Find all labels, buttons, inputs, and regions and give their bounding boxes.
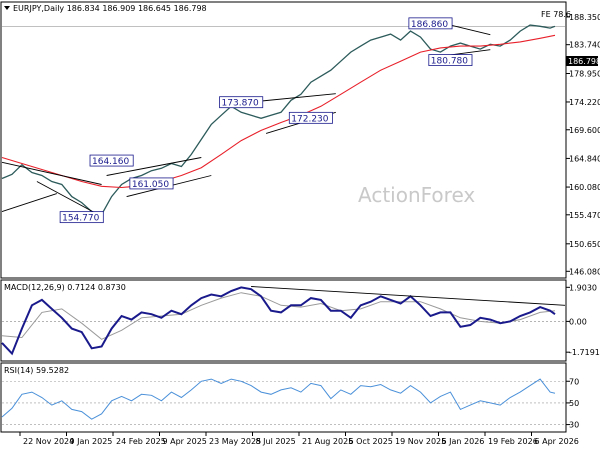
x-tick-label: 8 Jul 2025 (256, 437, 296, 446)
price-annotation-box (408, 17, 453, 30)
price-y-tick-label: 164.840 (569, 154, 600, 163)
macd-plot (1, 286, 566, 356)
price-annotation-box (428, 54, 473, 66)
x-tick-label: 9 Apr 2025 (163, 437, 207, 446)
x-tick-label: 6 Apr 2026 (535, 437, 579, 446)
watermark: ActionForex (358, 183, 475, 207)
x-tick-label: 19 Feb 2026 (488, 437, 538, 446)
price-y-axis: 188.350 183.740 178.950 174.220 169.600 164.8… (566, 13, 600, 276)
rsi-header: RSI(14) 59.5282 (4, 366, 69, 375)
x-tick-label: 22 Nov 2024 (23, 437, 74, 446)
price-annotation-box (59, 211, 104, 224)
x-tick-label: 6 Jan 2026 (442, 437, 485, 446)
price-annotation-box (288, 111, 333, 124)
macd-header: MACD(12,26,9) 0.7124 0.8730 (4, 283, 126, 292)
price-panel-frame (0, 1, 567, 279)
macd-y-tick-label: 0.00 (569, 317, 587, 326)
price-y-tick-label: 174.220 (569, 98, 600, 107)
price-plot: 164.160 161.050 154.770 173.870 172.230 186.8… (1, 17, 565, 224)
rsi-line (1, 378, 556, 420)
price-annotation-box (219, 96, 264, 109)
price-annotation-label: 173.870 (222, 99, 259, 109)
price-y-tick-label: 178.950 (569, 70, 600, 79)
last-price-tag-box (566, 56, 598, 66)
fe-label: FE 78.6 (541, 10, 571, 19)
trendline (450, 24, 491, 36)
trendline (1, 161, 102, 185)
macd-y-axis: 1.9030 0.00 -1.7191 (566, 283, 600, 357)
macd-y-tick-label: -1.7191 (569, 348, 600, 357)
rsi-plot (1, 378, 565, 425)
price-y-tick-label: 155.470 (569, 211, 600, 220)
price-y-tick-label: 183.740 (569, 41, 600, 50)
macd-signal-line (1, 292, 556, 340)
macd-y-tick-label: 1.9030 (569, 283, 597, 292)
trendline (106, 157, 202, 176)
price-y-tick-label: 150.650 (569, 240, 600, 249)
last-price-tag: 186.798 (566, 56, 600, 66)
trendline (1, 193, 57, 213)
rsi-y-tick-label: 30 (569, 421, 579, 430)
price-annotation-label: 161.050 (132, 180, 169, 190)
price-y-tick-label: 188.350 (569, 13, 600, 22)
menu-triangle-icon[interactable] (4, 6, 10, 10)
price-annotation-box (129, 177, 174, 190)
price-y-tick-label: 146.080 (569, 267, 600, 276)
macd-main-line (1, 286, 556, 356)
rsi-y-tick-label: 50 (569, 399, 579, 408)
price-annotation-box (89, 154, 134, 167)
price-y-tick-label: 160.080 (569, 183, 600, 192)
last-price-tag-text: 186.798 (568, 57, 600, 66)
trendline (36, 181, 102, 217)
price-annotation-label: 154.770 (62, 214, 99, 224)
rsi-y-tick-label: 70 (569, 377, 579, 386)
x-tick-label: 6 Oct 2025 (349, 437, 393, 446)
moving-average-line (1, 34, 556, 189)
x-tick-label: 21 Aug 2025 (302, 437, 353, 446)
price-header: EURJPY,Daily 186.834 186.909 186.645 186… (13, 4, 207, 13)
rsi-panel-frame (0, 362, 567, 433)
macd-panel-frame (0, 279, 567, 362)
x-tick-label: 24 Feb 2025 (116, 437, 166, 446)
price-annotation-label: 186.860 (411, 20, 448, 30)
price-annotation-label: 164.160 (92, 157, 129, 167)
rsi-y-axis: 70 50 30 (566, 377, 579, 430)
price-annotation-label: 180.780 (431, 57, 468, 67)
price-y-tick-label: 169.600 (569, 126, 600, 135)
price-annotation-label: 172.230 (291, 114, 328, 124)
x-tick-label: 9 Jan 2025 (70, 437, 113, 446)
x-tick-label: 19 Nov 2025 (395, 437, 446, 446)
x-tick-label: 23 May 2025 (209, 437, 261, 446)
macd-trendline (251, 286, 566, 306)
